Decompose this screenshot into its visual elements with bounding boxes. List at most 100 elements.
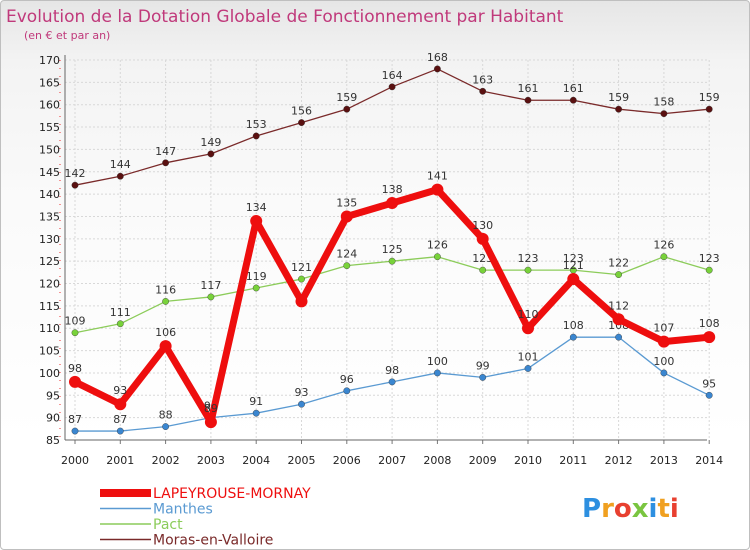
data-point	[433, 65, 441, 73]
data-point	[204, 416, 217, 429]
series-pact: 109 111 116 117 119 121 124 125 126 123 123 123 122 1…	[65, 239, 720, 337]
data-point	[295, 295, 308, 308]
data-label: 130	[472, 219, 493, 232]
data-label: 124	[336, 248, 357, 261]
y-tick-label: 160	[39, 99, 60, 112]
data-label: 119	[246, 270, 267, 283]
data-point	[615, 271, 622, 278]
data-point	[479, 87, 487, 95]
data-point	[159, 340, 172, 353]
data-point	[116, 320, 124, 328]
data-label: 123	[563, 252, 584, 265]
series-moras-en-valloire: 142 144 147 149 153 156 159 164 168 163 161 161 159 1…	[65, 51, 720, 189]
data-point	[479, 266, 487, 274]
data-label: 99	[476, 359, 490, 372]
data-label: 87	[68, 413, 82, 426]
data-point	[250, 214, 263, 227]
data-label: 106	[155, 326, 176, 339]
data-point	[252, 284, 260, 292]
y-tick-label: 145	[39, 166, 60, 179]
data-label: 109	[65, 315, 86, 328]
data-point	[524, 266, 532, 274]
x-tick-label: 2012	[605, 454, 633, 467]
x-tick-label: 2005	[288, 454, 316, 467]
data-point	[71, 427, 79, 435]
data-point	[340, 210, 353, 223]
legend-label: LAPEYROUSE-MORNAY	[153, 486, 311, 502]
data-point	[162, 159, 170, 167]
data-point	[433, 253, 441, 261]
data-label: 96	[340, 373, 354, 386]
data-label: 141	[427, 170, 448, 183]
data-label: 91	[249, 395, 263, 408]
y-tick-label: 170	[39, 54, 60, 67]
proxiti-logo: Proxiti	[582, 494, 679, 524]
data-point	[114, 398, 127, 411]
x-tick-label: 2009	[469, 454, 497, 467]
data-label: 107	[653, 322, 674, 335]
data-point	[703, 331, 716, 344]
y-tick-label: 105	[39, 345, 60, 358]
data-label: 98	[385, 364, 399, 377]
y-tick-label: 155	[39, 121, 60, 134]
data-label: 142	[65, 167, 86, 180]
x-tick-label: 2004	[242, 454, 270, 467]
data-point	[705, 266, 713, 274]
data-label: 153	[246, 118, 267, 131]
data-label: 159	[336, 91, 357, 104]
legend-label: Pact	[153, 517, 183, 533]
y-tick-label: 165	[39, 76, 60, 89]
y-tick-label: 150	[39, 143, 60, 156]
data-point	[386, 197, 399, 210]
data-label: 121	[291, 261, 312, 274]
x-tick-label: 2010	[514, 454, 542, 467]
data-label: 149	[200, 136, 221, 149]
data-label: 100	[427, 355, 448, 368]
data-point	[388, 257, 396, 265]
data-point	[660, 369, 668, 377]
data-label: 164	[382, 69, 403, 82]
data-point	[298, 119, 305, 126]
data-point	[116, 172, 124, 180]
data-label: 98	[68, 362, 82, 375]
x-tick-label: 2011	[559, 454, 587, 467]
legend-label: Manthes	[153, 502, 213, 518]
data-label: 158	[653, 96, 674, 109]
data-point	[162, 423, 170, 430]
legend-label: Moras-en-Valloire	[153, 533, 273, 549]
data-label: 144	[110, 158, 131, 171]
data-label: 110	[518, 308, 539, 321]
data-point	[252, 409, 260, 417]
y-tick-label: 90	[46, 412, 60, 425]
x-tick-label: 2000	[61, 454, 89, 467]
y-tick-label: 110	[39, 322, 60, 335]
data-point	[388, 83, 396, 91]
data-label: 89	[204, 402, 218, 415]
data-label: 121	[563, 259, 584, 272]
data-point	[476, 232, 489, 245]
data-label: 108	[699, 317, 720, 330]
data-point	[433, 369, 441, 377]
data-label: 159	[608, 91, 629, 104]
data-point	[567, 273, 580, 286]
data-point	[479, 374, 487, 381]
data-point	[207, 293, 215, 301]
data-point	[207, 150, 215, 158]
data-label: 125	[382, 243, 403, 256]
svg-text:Proxiti: Proxiti	[582, 494, 679, 524]
data-label: 112	[608, 299, 629, 312]
data-point	[524, 96, 532, 104]
data-label: 134	[246, 201, 267, 214]
data-label: 123	[699, 252, 720, 265]
legend: LAPEYROUSE-MORNAYManthesPactMoras-en-Val…	[100, 486, 311, 549]
data-label: 100	[653, 355, 674, 368]
data-point	[388, 378, 396, 386]
data-label: 168	[427, 51, 448, 64]
data-label: 138	[382, 183, 403, 196]
data-point	[343, 262, 351, 270]
data-point	[615, 105, 622, 113]
data-point	[343, 387, 351, 395]
data-label: 117	[200, 279, 221, 292]
y-tick-label: 135	[39, 210, 60, 223]
